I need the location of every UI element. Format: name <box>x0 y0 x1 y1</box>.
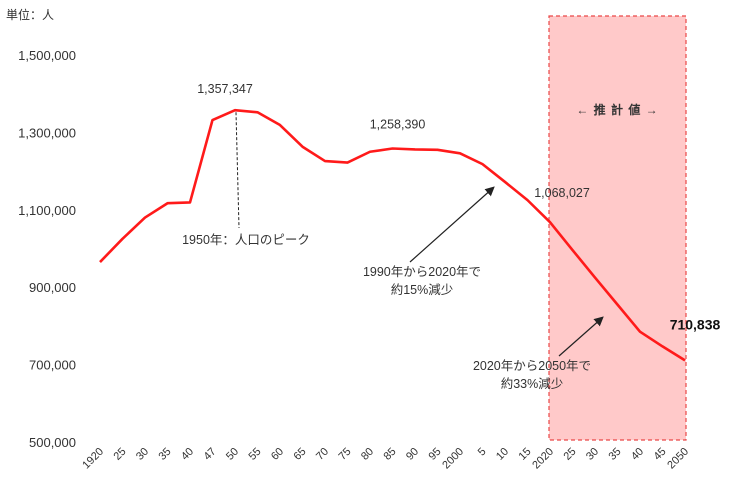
y-tick-label: 1,500,000 <box>18 48 76 63</box>
annotation-peak: 1950年：人口のピーク <box>182 233 310 247</box>
decline-1990-2020-arrow <box>409 186 495 263</box>
x-tick-label: 25 <box>111 446 128 463</box>
x-tick-label: 35 <box>606 446 623 463</box>
x-tick-label: 95 <box>426 446 443 463</box>
y-axis: 500,000 700,000 900,000 1,100,000 1,300,000 1… <box>18 48 76 450</box>
x-tick-label: 2020 <box>530 446 556 472</box>
decline-2020-2050-arrow <box>558 316 604 357</box>
x-tick-label: 1920 <box>80 446 106 472</box>
x-tick-label: 15 <box>516 446 533 463</box>
annotation-2020-2050-line1: 2020年から2050年で <box>473 359 591 373</box>
data-label-1985: 1,258,390 <box>370 118 426 132</box>
x-tick-label: 40 <box>629 446 646 463</box>
population-series-line <box>99 108 686 362</box>
peak-annotation-line <box>235 112 240 229</box>
annotation-1990-2020-line2: 約15%減少 <box>391 282 454 297</box>
x-tick-label: 35 <box>156 446 173 463</box>
estimate-region <box>548 15 687 441</box>
x-tick-label: 85 <box>381 446 398 463</box>
x-tick-label: 45 <box>651 446 668 463</box>
unit-label: 単位：人 <box>6 7 54 22</box>
data-label-2050: 710,838 <box>670 316 721 332</box>
x-tick-label: 90 <box>404 446 421 463</box>
x-tick-label: 70 <box>314 446 331 463</box>
x-tick-label: 2000 <box>440 446 466 472</box>
y-tick-label: 1,300,000 <box>18 125 76 140</box>
x-tick-label: 47 <box>201 446 218 463</box>
x-tick-label: 80 <box>359 446 376 463</box>
annotation-1990-2020-line1: 1990年から2020年で <box>363 265 481 279</box>
x-tick-label: 50 <box>224 446 241 463</box>
estimate-label: ← 推 計 値 → <box>576 102 658 117</box>
x-tick-label: 75 <box>336 446 353 463</box>
annotation-2020-2050-line2: 約33%減少 <box>501 376 564 391</box>
x-tick-label: 10 <box>494 446 511 463</box>
x-tick-label: 30 <box>134 446 151 463</box>
y-tick-label: 1,100,000 <box>18 203 76 218</box>
x-tick-label: 2050 <box>665 446 691 472</box>
y-tick-label: 500,000 <box>29 435 76 450</box>
x-tick-label: 25 <box>561 446 578 463</box>
x-tick-label: 40 <box>179 446 196 463</box>
data-label-peak: 1,357,347 <box>197 82 253 96</box>
x-tick-label: 60 <box>269 446 286 463</box>
y-tick-label: 900,000 <box>29 280 76 295</box>
data-label-2020: 1,068,027 <box>534 186 590 200</box>
x-tick-label: 5 <box>476 446 489 459</box>
x-tick-label: 55 <box>246 446 263 463</box>
y-tick-label: 700,000 <box>29 358 76 373</box>
x-tick-label: 30 <box>584 446 601 463</box>
x-tick-label: 65 <box>291 446 308 463</box>
